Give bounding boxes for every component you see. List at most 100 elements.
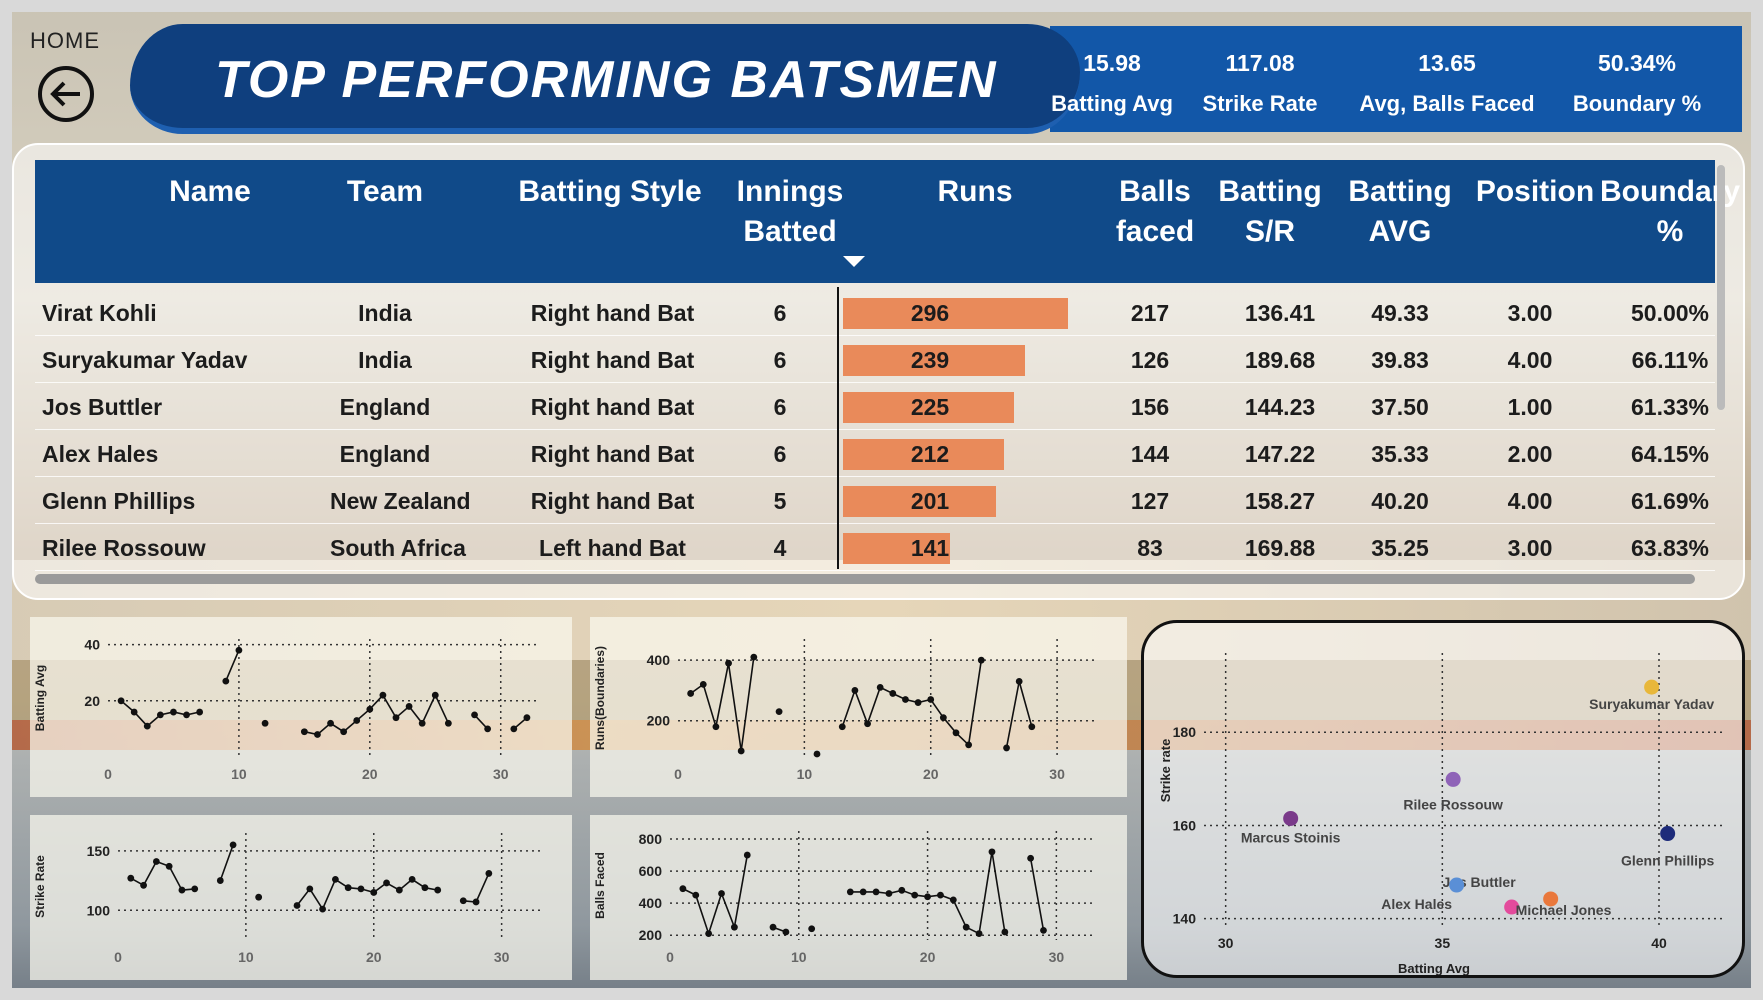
data-point[interactable] [331,875,339,883]
data-point[interactable] [178,886,186,894]
data-point[interactable] [692,891,700,899]
data-point[interactable] [216,877,224,884]
data-point[interactable] [712,723,720,731]
scatter-point[interactable] [1504,899,1520,915]
data-point[interactable] [306,885,314,893]
column-header[interactable]: Innings Batted [720,172,860,252]
data-point[interactable] [911,891,919,899]
data-point[interactable] [261,719,269,727]
data-point[interactable] [255,893,263,901]
data-point[interactable] [127,874,135,882]
data-point[interactable] [471,711,478,719]
back-button[interactable] [38,66,94,122]
table-row[interactable]: Glenn Phillips New Zealand Right hand Bat 5… [35,478,1715,524]
data-point[interactable] [679,885,687,893]
data-point[interactable] [222,677,230,685]
data-point[interactable] [485,870,493,877]
data-point[interactable] [395,886,403,894]
data-point[interactable] [156,711,164,719]
data-point[interactable] [392,714,400,722]
data-point[interactable] [962,923,970,931]
data-point[interactable] [383,879,390,887]
data-point[interactable] [379,691,387,699]
scatter-point[interactable] [1449,877,1465,893]
data-point[interactable] [523,714,531,722]
scatter-point[interactable] [1283,810,1299,826]
data-point[interactable] [1015,677,1023,685]
data-point[interactable] [885,890,893,897]
data-point[interactable] [117,697,125,705]
data-point[interactable] [851,687,859,694]
table-horizontal-scrollbar[interactable] [35,574,1695,584]
data-point[interactable] [444,719,452,727]
column-header[interactable]: Batting S/R [1205,172,1335,252]
data-point[interactable] [914,699,922,706]
data-point[interactable] [408,875,416,883]
data-point[interactable] [876,684,884,691]
data-point[interactable] [988,848,996,856]
table-row[interactable]: Virat Kohli India Right hand Bat 6 296 217 136… [35,290,1715,336]
scatter-point[interactable] [1445,771,1461,787]
data-point[interactable] [730,923,738,931]
column-header[interactable]: Position [1465,172,1605,212]
table-row[interactable]: Jos Buttler England Right hand Bat 6 225 156 1… [35,384,1715,430]
data-point[interactable] [300,728,308,736]
data-point[interactable] [472,898,480,906]
data-point[interactable] [229,841,237,849]
data-point[interactable] [183,711,190,719]
data-point[interactable] [370,889,378,896]
data-point[interactable] [152,858,160,865]
data-point[interactable] [170,708,177,716]
data-point[interactable] [353,717,361,724]
data-point[interactable] [1027,854,1035,862]
column-header[interactable]: Name [140,172,280,212]
data-point[interactable] [718,890,725,897]
table-row[interactable]: Rilee Rossouw South Africa Left hand Bat 4 1… [35,525,1715,571]
data-point[interactable] [924,893,931,901]
data-point[interactable] [431,691,439,699]
data-point[interactable] [782,928,790,936]
data-point[interactable] [859,888,867,896]
data-point[interactable] [405,703,413,710]
data-point[interactable] [705,930,713,937]
data-point[interactable] [846,888,854,896]
data-point[interactable] [750,653,758,661]
column-header[interactable]: Runs [915,172,1035,212]
table-vertical-scrollbar[interactable] [1717,165,1725,410]
data-point[interactable] [898,886,906,894]
sort-descending-icon[interactable] [843,256,865,267]
data-point[interactable] [191,885,199,893]
data-point[interactable] [927,696,935,703]
data-point[interactable] [769,923,777,931]
data-point[interactable] [459,897,467,905]
data-point[interactable] [319,905,327,913]
data-point[interactable] [725,659,732,667]
data-point[interactable] [510,725,518,733]
table-row[interactable]: Alex Hales England Right hand Bat 6 212 144 14… [35,431,1715,477]
data-point[interactable] [314,731,321,738]
data-point[interactable] [813,750,821,758]
column-header[interactable]: Boundary% [1600,172,1740,252]
data-point[interactable] [1040,926,1047,934]
data-point[interactable] [165,862,173,870]
data-point[interactable] [687,690,695,697]
data-point[interactable] [434,886,442,894]
table-row[interactable]: Suryakumar Yadav India Right hand Bat 6 239 1… [35,337,1715,383]
data-point[interactable] [975,930,983,937]
data-point[interactable] [357,885,365,893]
data-point[interactable] [808,925,816,933]
data-point[interactable] [743,851,751,859]
data-point[interactable] [775,708,783,716]
scatter-point[interactable] [1543,891,1559,907]
data-point[interactable] [864,720,871,728]
data-point[interactable] [737,747,745,755]
data-point[interactable] [327,719,334,727]
data-point[interactable] [344,884,352,892]
data-point[interactable] [838,723,846,731]
data-point[interactable] [366,705,374,713]
column-header[interactable]: Team [325,172,445,212]
data-point[interactable] [1028,723,1036,731]
data-point[interactable] [140,881,147,889]
column-header[interactable]: Balls faced [1095,172,1215,252]
data-point[interactable] [699,680,707,688]
